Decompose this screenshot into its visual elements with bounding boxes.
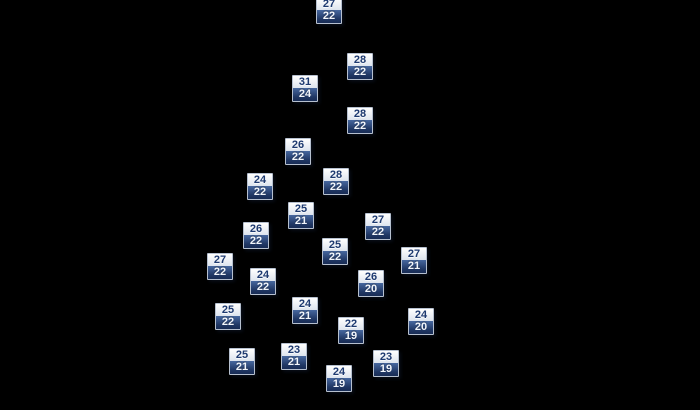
temp-marker[interactable]: 26 22 [285, 138, 311, 165]
temp-marker[interactable]: 28 22 [323, 168, 349, 195]
high-temp: 24 [248, 174, 272, 186]
high-temp: 28 [324, 169, 348, 181]
temp-marker[interactable]: 27 22 [316, 0, 342, 24]
temp-marker[interactable]: 27 22 [207, 253, 233, 280]
high-temp: 28 [348, 108, 372, 120]
low-temp: 22 [244, 235, 268, 248]
high-temp: 23 [282, 344, 306, 356]
high-temp: 25 [230, 349, 254, 361]
temp-marker[interactable]: 24 20 [408, 308, 434, 335]
low-temp: 22 [323, 251, 347, 264]
temp-marker[interactable]: 28 22 [347, 53, 373, 80]
high-temp: 27 [366, 214, 390, 226]
high-temp: 26 [244, 223, 268, 235]
high-temp: 27 [402, 248, 426, 260]
low-temp: 21 [282, 356, 306, 369]
high-temp: 28 [348, 54, 372, 66]
low-temp: 21 [230, 361, 254, 374]
high-temp: 25 [323, 239, 347, 251]
low-temp: 21 [289, 215, 313, 228]
low-temp: 24 [293, 88, 317, 101]
temp-marker[interactable]: 25 21 [288, 202, 314, 229]
low-temp: 21 [293, 310, 317, 323]
temp-marker[interactable]: 28 22 [347, 107, 373, 134]
low-temp: 22 [366, 226, 390, 239]
high-temp: 24 [293, 298, 317, 310]
temp-marker[interactable]: 27 22 [365, 213, 391, 240]
low-temp: 20 [409, 321, 433, 334]
low-temp: 19 [374, 363, 398, 376]
low-temp: 22 [348, 66, 372, 79]
low-temp: 22 [286, 151, 310, 164]
high-temp: 31 [293, 76, 317, 88]
temp-marker[interactable]: 25 22 [322, 238, 348, 265]
high-temp: 26 [359, 271, 383, 283]
temp-marker[interactable]: 24 22 [247, 173, 273, 200]
temp-marker[interactable]: 24 22 [250, 268, 276, 295]
high-temp: 24 [409, 309, 433, 321]
temp-marker[interactable]: 23 21 [281, 343, 307, 370]
high-temp: 27 [208, 254, 232, 266]
high-temp: 27 [317, 0, 341, 10]
temp-marker[interactable]: 26 20 [358, 270, 384, 297]
high-temp: 26 [286, 139, 310, 151]
temp-marker[interactable]: 27 21 [401, 247, 427, 274]
high-temp: 24 [251, 269, 275, 281]
low-temp: 22 [248, 186, 272, 199]
low-temp: 22 [348, 120, 372, 133]
temp-marker[interactable]: 22 19 [338, 317, 364, 344]
high-temp: 25 [289, 203, 313, 215]
low-temp: 22 [208, 266, 232, 279]
low-temp: 19 [339, 330, 363, 343]
temp-marker[interactable]: 26 22 [243, 222, 269, 249]
temp-marker[interactable]: 25 21 [229, 348, 255, 375]
low-temp: 22 [216, 316, 240, 329]
low-temp: 21 [402, 260, 426, 273]
temp-marker[interactable]: 25 22 [215, 303, 241, 330]
low-temp: 22 [324, 181, 348, 194]
high-temp: 24 [327, 366, 351, 378]
low-temp: 19 [327, 378, 351, 391]
low-temp: 22 [317, 10, 341, 23]
temp-marker[interactable]: 24 21 [292, 297, 318, 324]
low-temp: 22 [251, 281, 275, 294]
temp-marker[interactable]: 23 19 [373, 350, 399, 377]
high-temp: 23 [374, 351, 398, 363]
high-temp: 22 [339, 318, 363, 330]
temp-marker[interactable]: 31 24 [292, 75, 318, 102]
high-temp: 25 [216, 304, 240, 316]
low-temp: 20 [359, 283, 383, 296]
temp-marker[interactable]: 24 19 [326, 365, 352, 392]
